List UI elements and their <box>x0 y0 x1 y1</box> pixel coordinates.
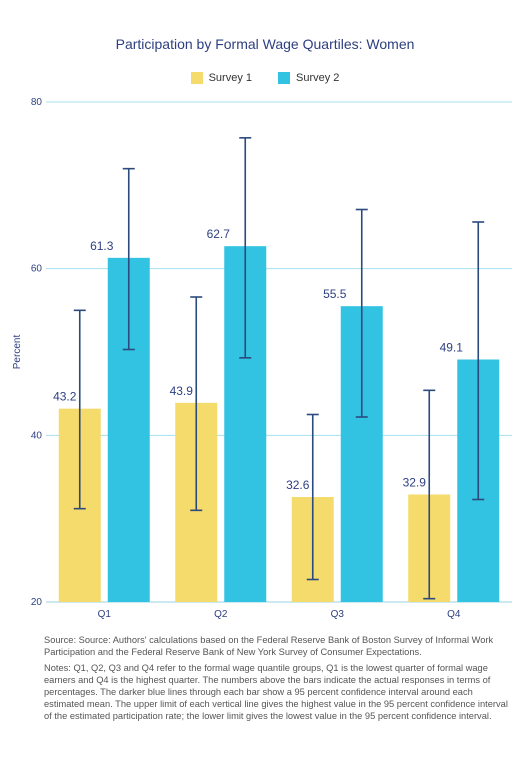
data-label-survey-2-q1: 61.3 <box>90 239 114 253</box>
legend: Survey 1 Survey 2 <box>0 72 530 84</box>
y-tick-label: 40 <box>31 430 43 441</box>
bar-chart: 20 40 60 80 Percent 43.2 61.3 Q1 43.9 62.7 Q2 32.6 5… <box>12 97 512 620</box>
data-label-survey-2-q4: 49.1 <box>440 341 464 355</box>
legend-label-survey-1: Survey 1 <box>208 72 252 84</box>
data-label-survey-1-q2: 43.9 <box>170 384 194 398</box>
x-tick-label: Q3 <box>331 609 345 620</box>
legend-item-survey-2[interactable]: Survey 2 <box>278 72 339 84</box>
legend-label-survey-2: Survey 2 <box>296 72 340 84</box>
y-tick-label: 20 <box>31 597 43 608</box>
data-label-survey-2-q2: 62.7 <box>207 227 231 241</box>
legend-item-survey-1[interactable]: Survey 1 <box>190 72 252 84</box>
chart-title: Participation by Formal Wage Quartiles: … <box>115 36 415 52</box>
chart-notes: Source: Source: Authors' calculations ba… <box>44 634 514 726</box>
legend-swatch-survey-2 <box>278 72 290 84</box>
data-label-survey-2-q3: 55.5 <box>323 287 347 301</box>
x-tick-label: Q2 <box>214 609 228 620</box>
data-label-survey-1-q1: 43.2 <box>53 390 77 404</box>
legend-swatch-survey-1 <box>190 72 203 84</box>
data-label-survey-1-q3: 32.6 <box>286 478 310 492</box>
x-tick-label: Q4 <box>447 609 461 620</box>
y-tick-label: 80 <box>31 97 43 108</box>
y-tick-label: 60 <box>31 264 43 275</box>
y-axis-label: Percent <box>12 335 23 370</box>
source-note: Source: Source: Authors' calculations ba… <box>44 635 494 657</box>
x-tick-label: Q1 <box>98 609 112 620</box>
data-label-survey-1-q4: 32.9 <box>403 476 427 490</box>
notes-text: Notes: Q1, Q2, Q3 and Q4 refer to the fo… <box>44 663 508 721</box>
